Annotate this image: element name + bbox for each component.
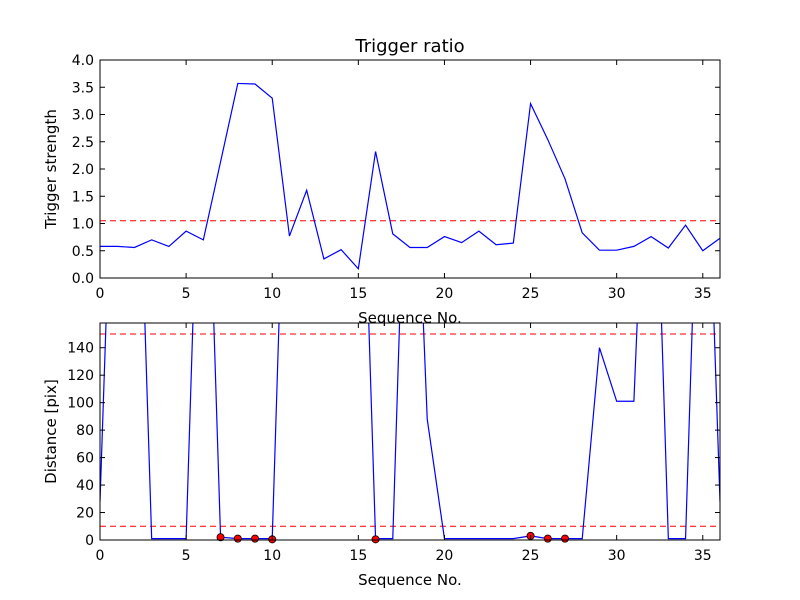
y-tick-label: 0 [85,533,94,549]
x-tick-label: 30 [608,286,626,302]
x-tick-label: 0 [96,548,105,564]
x-tick-label: 0 [96,286,105,302]
data-point-marker [371,535,380,544]
x-tick-label: 30 [608,548,626,564]
plot-frame [99,59,721,279]
x-tick-label: 25 [522,286,540,302]
y-tick-label: 1.0 [72,217,94,233]
x-axis-label: Sequence No. [358,309,462,327]
y-tick-label: 2.5 [72,135,94,151]
y-axis-label: Trigger strength [42,109,60,230]
x-tick-label: 35 [694,286,712,302]
x-tick-label: 5 [182,286,191,302]
y-tick-label: 100 [67,396,94,412]
trigger-ratio-plot: 0 5 10 15 20 25 30 35 0.0 0.5 1.0 1.5 2.0 2.5 3.0 3.5 4.… [42,36,721,327]
data-point-marker [543,534,552,543]
data-point-marker [233,534,242,543]
y-tick-label: 4.0 [72,53,94,69]
x-tick-label: 15 [349,286,367,302]
x-axis-label: Sequence No. [358,571,462,589]
y-axis-label: Distance [pix] [42,379,60,484]
x-tick-label: 10 [263,286,281,302]
x-tick-label: 35 [694,548,712,564]
x-tick-label: 20 [436,286,454,302]
plot-frame [99,322,721,541]
y-tick-label: 140 [67,341,94,357]
y-tick-label: 40 [76,478,94,494]
y-tick-label: 0.0 [72,271,94,287]
series-line-0 [100,323,720,540]
y-tick-label: 1.5 [72,189,94,205]
y-tick-label: 2.0 [72,162,94,178]
x-tick-label: 20 [436,548,454,564]
y-tick-label: 3.5 [72,80,94,96]
y-tick-label: 20 [76,506,94,522]
x-tick-label: 10 [263,548,281,564]
y-tick-label: 60 [76,451,94,467]
x-tick-label: 5 [182,548,191,564]
data-point-marker [250,534,259,543]
y-tick-label: 80 [76,423,94,439]
chart-title: Trigger ratio [354,36,464,57]
data-point-marker [561,534,570,543]
distance-plot: 0 5 10 15 20 25 30 35 0 20 40 60 80 100 120 140 Sequence… [42,322,721,589]
series-line-0 [100,82,720,271]
y-tick-label: 120 [67,368,94,384]
data-point-marker [216,533,225,542]
x-tick-label: 15 [349,548,367,564]
y-tick-label: 3.0 [72,108,94,124]
y-tick-label: 0.5 [72,244,94,260]
x-tick-label: 25 [522,548,540,564]
